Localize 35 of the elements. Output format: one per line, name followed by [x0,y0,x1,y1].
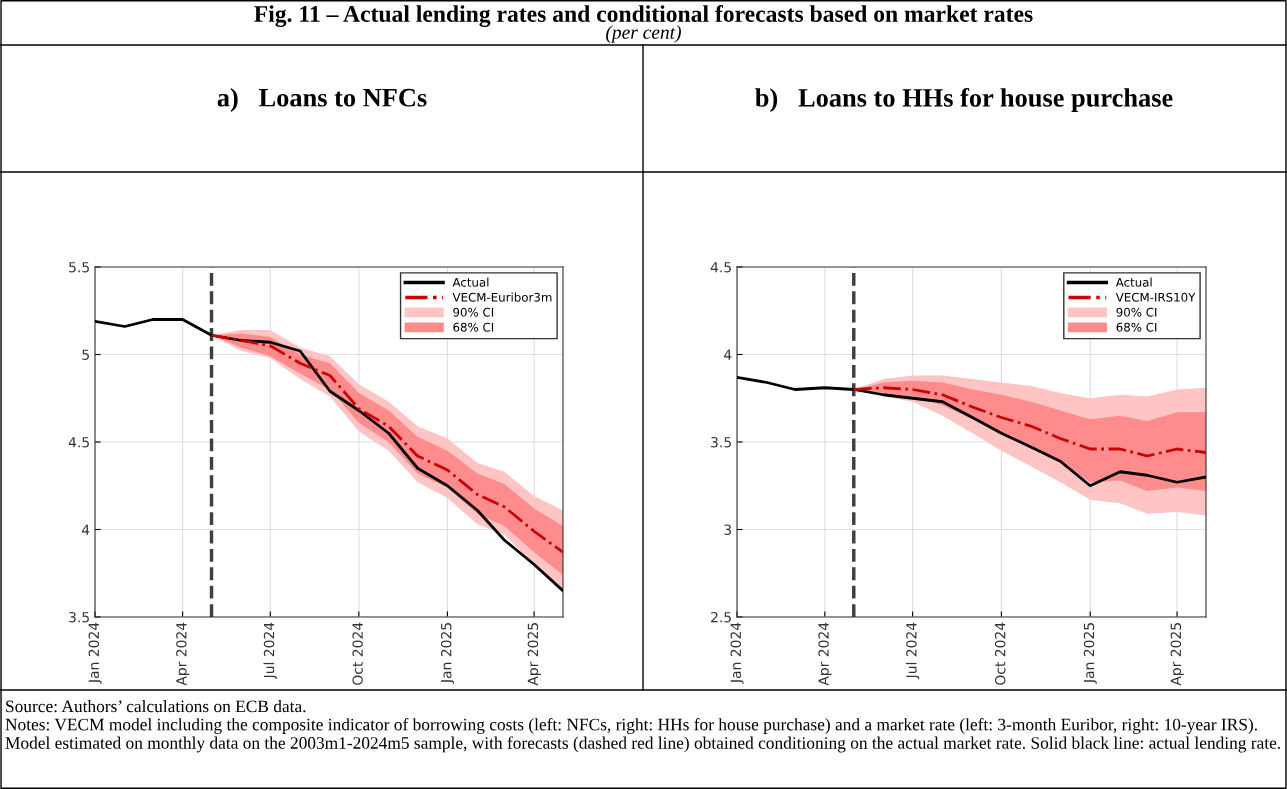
x-tick-label: Jul 2024 [263,622,277,680]
x-tick-label: Jan 2025 [440,623,455,684]
y-tick-label: 5.5 [69,262,89,273]
x-tick-label: Apr 2025 [1170,623,1184,686]
legend-label: Actual [1115,277,1152,287]
x-tick-label: Jul 2024 [905,622,920,680]
chart-title: a) Loans to NFCs [217,88,427,112]
legend-label: VECM-Euribor3m [452,292,552,302]
y-tick-label: 5 [82,349,89,360]
x-tick-label: Jan 2024 [88,622,102,684]
y-tick-label: 4 [723,349,732,360]
x-tick-label: Jan 2024 [730,622,744,684]
legend-label: VECM-IRS10Y [1115,292,1196,302]
text: (per cent) [606,25,681,43]
legend-label: 90% CI [453,307,494,317]
text: Notes: VECM model including the composite indicator of borrowing costs (left: NFCs, right: HHs for house purchase) and a market rate (left: 3-month Euribor, right: 10-year IRS). Model estimated on monthly data on the 2003m1-2024m5 sample, with forecasts (dashed red line) obtained conditioning on the actual market rate. Solid black line: actual lending rate. [5,718,1281,753]
x-tick-label: Oct 2024 [352,622,363,685]
y-tick-label: 4 [81,524,90,535]
y-tick-label: 4.5 [68,437,89,448]
legend-label: 68% CI [1116,322,1157,332]
legend-label: 90% CI [1116,307,1157,317]
x-tick-label: Apr 2024 [176,622,190,686]
legend-label: 68% CI [453,322,494,332]
x-tick-label: Jan 2025 [1083,623,1097,684]
y-tick-label: 4.5 [710,262,731,273]
chart-title: b) Loans to HHs for house purchase [755,87,1173,113]
y-tick-label: 3 [724,524,732,535]
source-note: Source: Authors’ calculations on ECB data. [6,700,306,713]
legend-label: Actual [452,277,489,287]
y-tick-label: 3.5 [711,436,731,448]
x-tick-label: Oct 2024 [994,622,1006,685]
y-tick-label: 3.5 [69,611,89,623]
y-tick-label: 2.5 [711,611,731,623]
x-tick-label: Apr 2025 [527,623,541,686]
x-tick-label: Apr 2024 [818,622,832,686]
